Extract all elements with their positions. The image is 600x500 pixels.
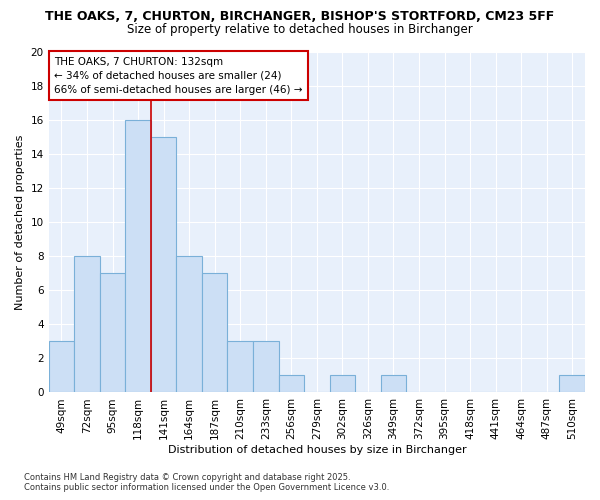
Text: Contains HM Land Registry data © Crown copyright and database right 2025.
Contai: Contains HM Land Registry data © Crown c… xyxy=(24,473,389,492)
Text: THE OAKS, 7 CHURTON: 132sqm
← 34% of detached houses are smaller (24)
66% of sem: THE OAKS, 7 CHURTON: 132sqm ← 34% of det… xyxy=(54,56,302,94)
Bar xyxy=(253,342,278,392)
Y-axis label: Number of detached properties: Number of detached properties xyxy=(15,134,25,310)
Bar xyxy=(559,376,585,392)
Bar xyxy=(202,273,227,392)
Bar xyxy=(329,376,355,392)
Text: Size of property relative to detached houses in Birchanger: Size of property relative to detached ho… xyxy=(127,22,473,36)
Bar xyxy=(125,120,151,392)
Bar xyxy=(151,136,176,392)
Bar xyxy=(176,256,202,392)
Bar xyxy=(74,256,100,392)
Bar xyxy=(227,342,253,392)
Bar xyxy=(100,273,125,392)
Bar xyxy=(380,376,406,392)
Bar xyxy=(49,342,74,392)
X-axis label: Distribution of detached houses by size in Birchanger: Distribution of detached houses by size … xyxy=(167,445,466,455)
Text: THE OAKS, 7, CHURTON, BIRCHANGER, BISHOP'S STORTFORD, CM23 5FF: THE OAKS, 7, CHURTON, BIRCHANGER, BISHOP… xyxy=(46,10,554,23)
Bar xyxy=(278,376,304,392)
